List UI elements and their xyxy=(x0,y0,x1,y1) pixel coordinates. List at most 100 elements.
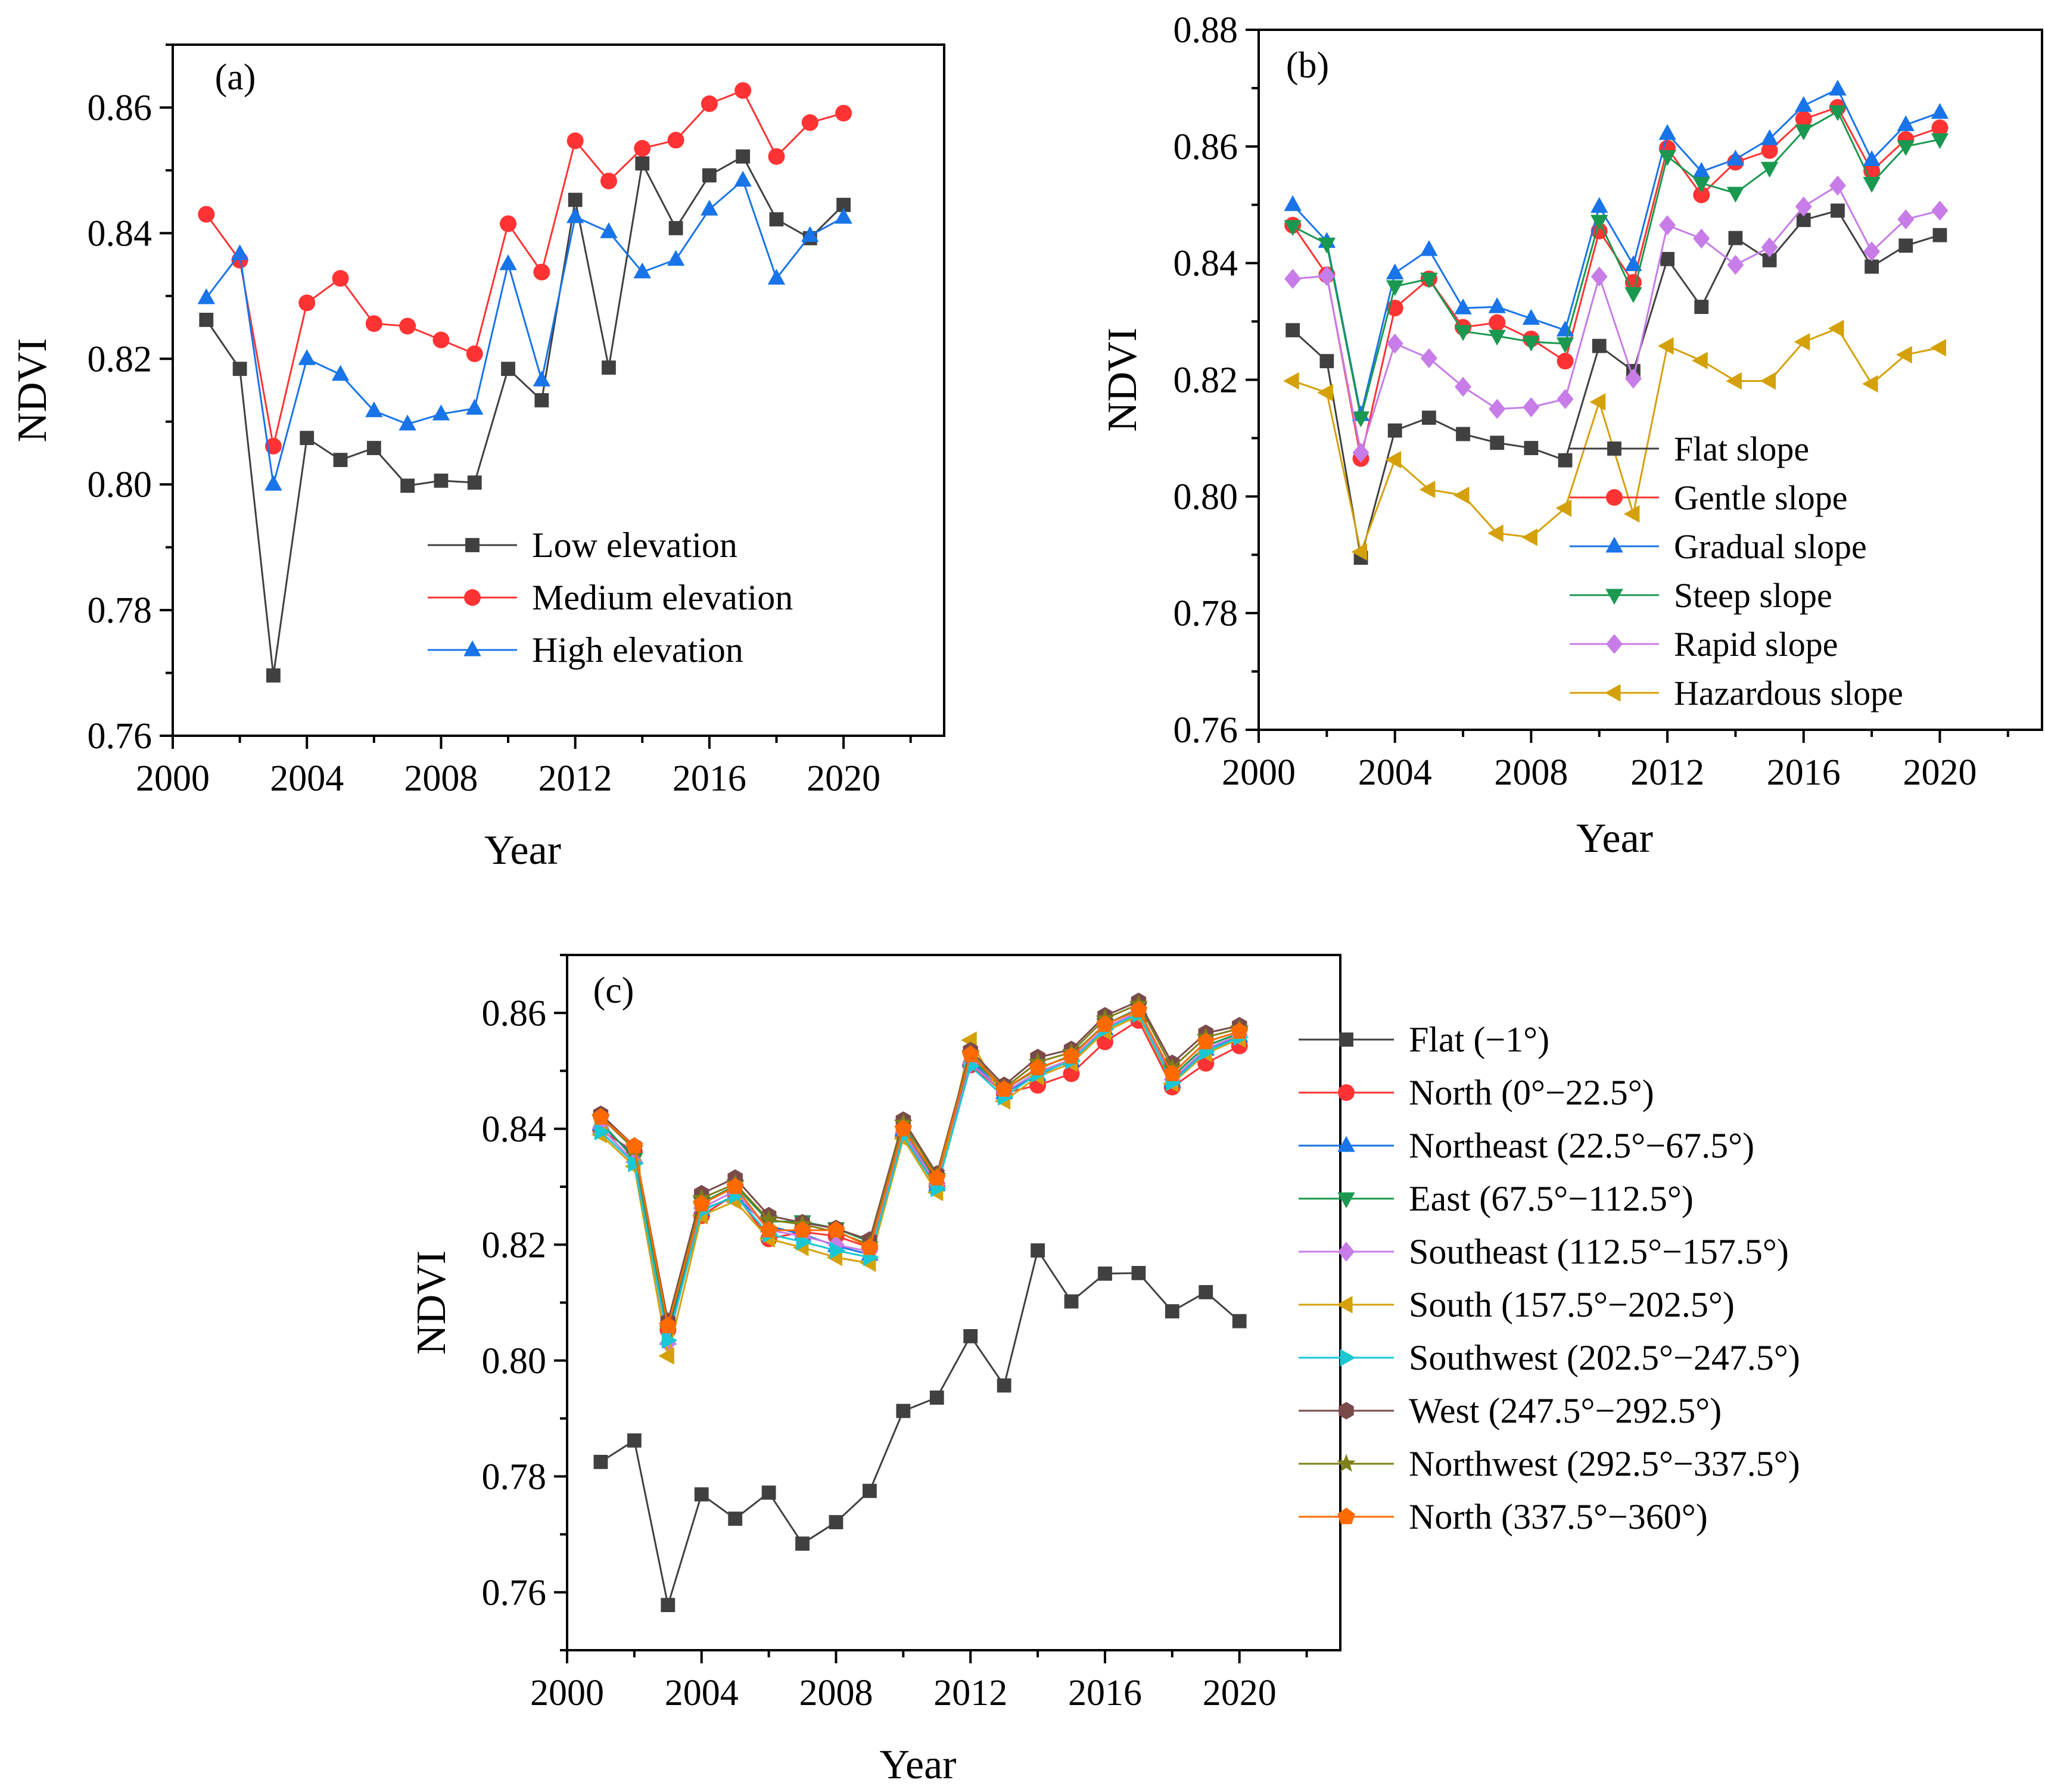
data-point xyxy=(1694,300,1709,315)
legend-item: Low elevation xyxy=(428,525,737,565)
legend-label: Northeast (22.5°−67.5°) xyxy=(1409,1126,1754,1165)
data-point xyxy=(997,1378,1011,1393)
y-tick-label: 0.78 xyxy=(482,1457,547,1497)
data-point xyxy=(1489,399,1506,419)
x-tick-label: 2000 xyxy=(136,758,210,799)
legend-item: Flat slope xyxy=(1570,430,1809,468)
data-point xyxy=(1865,259,1879,274)
legend-marker xyxy=(1339,1402,1354,1420)
data-point xyxy=(1284,195,1302,211)
data-point xyxy=(1693,228,1710,249)
legend-item: South (157.5°−202.5°) xyxy=(1299,1285,1735,1324)
legend-marker xyxy=(1605,536,1623,553)
legend-marker xyxy=(1605,589,1623,605)
data-point xyxy=(365,401,383,418)
data-point xyxy=(197,288,216,304)
data-point xyxy=(863,1483,877,1498)
data-point xyxy=(761,1485,776,1500)
y-tick-label: 0.76 xyxy=(88,716,152,757)
legend-label: Southeast (112.5°−157.5°) xyxy=(1409,1232,1789,1271)
y-tick-label: 0.86 xyxy=(88,88,152,128)
x-tick-label: 2000 xyxy=(1222,752,1296,793)
data-point xyxy=(466,399,484,415)
series-rapid-slope xyxy=(1284,175,1948,463)
data-point xyxy=(693,1194,711,1212)
data-point xyxy=(332,270,349,287)
data-point xyxy=(668,221,683,235)
data-point xyxy=(1521,528,1537,546)
data-point xyxy=(894,1119,912,1137)
data-point xyxy=(1726,186,1745,203)
data-point xyxy=(1522,309,1540,325)
data-point xyxy=(1131,1266,1146,1280)
data-point xyxy=(399,414,416,431)
data-point xyxy=(1352,443,1369,463)
data-point xyxy=(602,360,616,375)
data-point xyxy=(635,156,650,171)
legend-marker xyxy=(463,640,481,657)
data-point xyxy=(1896,346,1912,364)
data-point xyxy=(1658,150,1676,166)
data-point xyxy=(829,1515,843,1529)
data-point xyxy=(298,294,316,312)
data-point xyxy=(1829,175,1846,196)
data-point xyxy=(1456,427,1470,441)
data-point xyxy=(300,431,315,446)
plot-frame xyxy=(172,43,945,737)
data-point xyxy=(625,1137,643,1154)
series-medium-elevation xyxy=(198,82,852,455)
data-point xyxy=(1795,110,1812,127)
data-point xyxy=(1523,397,1540,418)
data-point xyxy=(365,315,382,332)
data-point xyxy=(1624,368,1642,389)
data-point xyxy=(1863,150,1881,166)
data-point xyxy=(333,453,348,467)
x-tick-label: 2012 xyxy=(933,1673,1007,1713)
data-point xyxy=(896,1404,911,1418)
data-point xyxy=(1726,372,1742,390)
data-point xyxy=(793,1221,811,1238)
data-point xyxy=(701,95,718,113)
data-point xyxy=(1064,1294,1079,1309)
data-point xyxy=(231,244,249,260)
data-point xyxy=(1096,1015,1114,1032)
data-point xyxy=(1555,499,1572,517)
data-point xyxy=(836,198,851,212)
data-point xyxy=(801,114,818,131)
y-tick-label: 0.86 xyxy=(482,993,547,1034)
legend-item: Gradual slope xyxy=(1570,527,1867,566)
x-tick-label: 2020 xyxy=(1203,1673,1277,1713)
legend-marker xyxy=(1336,1296,1353,1314)
x-tick-label: 2000 xyxy=(530,1673,604,1713)
data-point xyxy=(1863,177,1881,193)
data-point xyxy=(1863,241,1881,262)
data-point xyxy=(1831,203,1845,218)
data-point xyxy=(702,168,717,183)
data-point xyxy=(499,254,517,270)
data-point xyxy=(331,365,350,381)
data-point xyxy=(1062,1047,1081,1064)
panel-label: (a) xyxy=(215,57,256,98)
legend-label: Low elevation xyxy=(532,525,737,565)
y-tick-label: 0.82 xyxy=(88,339,152,379)
data-point xyxy=(1488,297,1506,313)
data-point xyxy=(1795,124,1813,141)
x-tick-label: 2004 xyxy=(270,758,344,799)
series-high-elevation xyxy=(197,170,852,491)
data-point xyxy=(861,1238,879,1255)
data-point xyxy=(1163,1064,1181,1081)
data-point xyxy=(600,172,617,189)
data-point xyxy=(1453,486,1470,505)
legend-item: Northeast (22.5°−67.5°) xyxy=(1299,1126,1754,1165)
data-point xyxy=(634,140,651,157)
data-point xyxy=(801,226,819,242)
x-tick-label: 2012 xyxy=(1630,752,1704,793)
data-point xyxy=(1489,314,1506,331)
series-north-337-5-360 xyxy=(592,1000,1249,1333)
data-point xyxy=(1761,237,1778,258)
legend-item: Medium elevation xyxy=(428,578,793,617)
data-point xyxy=(963,1329,978,1343)
data-point xyxy=(961,1045,979,1062)
data-point xyxy=(1232,1314,1247,1329)
